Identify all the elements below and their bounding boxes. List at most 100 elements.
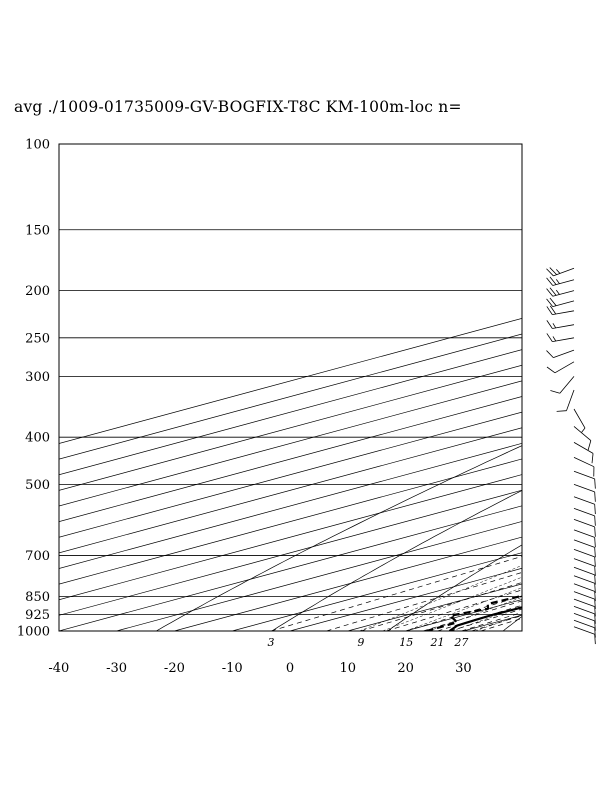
barb-flag	[549, 287, 557, 296]
wind-barb	[546, 276, 575, 286]
wind-barb	[573, 519, 596, 537]
barb-staff	[573, 457, 595, 468]
barb-flag	[546, 366, 556, 374]
barb-staff	[552, 337, 575, 343]
moist-adiabat	[382, 576, 522, 631]
x-tick-label: -10	[222, 661, 243, 676]
barb-flag	[549, 297, 557, 306]
moist-adiabat	[474, 614, 522, 631]
barb-staff	[573, 558, 595, 567]
barb-staff	[573, 426, 592, 441]
y-tick-label: 200	[25, 284, 50, 299]
barb-half-flag	[556, 269, 561, 274]
barb-staff	[573, 496, 595, 505]
barb-staff	[559, 376, 575, 394]
isotherm-line	[59, 474, 522, 601]
barb-flag	[594, 613, 596, 624]
wind-barb	[573, 598, 596, 617]
wind-barb	[573, 484, 596, 502]
wind-barb	[546, 320, 575, 329]
x-tick-label: -40	[48, 661, 69, 676]
barb-staff	[573, 626, 595, 635]
barb-half-flag	[555, 289, 560, 295]
barb-staff	[573, 529, 595, 538]
wind-barb	[573, 426, 592, 451]
isotherm-line	[59, 333, 522, 460]
barb-flag	[594, 634, 596, 645]
mixing-ratio-label: 27	[453, 636, 468, 649]
isotherm-line	[59, 458, 522, 585]
dry-adiabat	[502, 615, 522, 631]
barb-flag	[594, 620, 596, 631]
x-tick-label: -30	[106, 661, 127, 676]
isotherm-line	[521, 630, 522, 631]
barb-flag	[549, 305, 557, 315]
isotherm-line	[59, 349, 522, 476]
barb-flag	[593, 466, 595, 477]
barb-staff	[552, 310, 575, 316]
y-tick-label: 150	[25, 223, 50, 238]
barb-flag	[546, 350, 554, 358]
barb-staff	[573, 549, 595, 558]
barb-staff	[554, 361, 575, 374]
barb-flag	[594, 504, 596, 515]
isotherm-line	[59, 489, 522, 616]
wind-barb	[573, 496, 596, 515]
barb-flag	[549, 276, 557, 285]
barb-flag	[594, 478, 596, 489]
wind-barbs	[546, 267, 596, 645]
barb-staff	[552, 324, 575, 329]
barb-flag	[549, 267, 557, 275]
barb-staff	[552, 300, 575, 307]
x-tick-label: -20	[164, 661, 185, 676]
barb-half-flag	[555, 279, 560, 284]
y-tick-label: 850	[25, 590, 50, 605]
mixing-ratio-label: 21	[429, 636, 444, 649]
mixing-ratio-line	[270, 556, 522, 631]
isotherm-line	[59, 411, 522, 538]
barb-staff	[553, 349, 575, 359]
wind-barb	[573, 575, 596, 594]
isotherm-line	[59, 396, 522, 522]
x-tick-label: 0	[286, 661, 294, 676]
isotherm-line	[116, 521, 522, 631]
barb-flag	[546, 320, 553, 329]
x-tick-label: 20	[397, 661, 414, 676]
wind-barb	[573, 613, 596, 631]
barb-flag	[546, 298, 554, 307]
wind-barb	[573, 606, 596, 624]
barb-staff	[573, 613, 595, 622]
wind-barb	[573, 539, 596, 558]
barb-flag	[550, 390, 560, 394]
barb-staff	[573, 442, 594, 454]
isotherm-line	[232, 552, 522, 631]
barb-staff	[573, 575, 595, 584]
isotherm-line	[463, 614, 522, 631]
mixing-ratio-label: 15	[399, 636, 413, 649]
temperature-profile	[448, 606, 522, 631]
wind-barb	[573, 619, 596, 638]
wind-barb	[573, 591, 596, 609]
barb-flag	[556, 410, 567, 412]
barb-flag	[546, 277, 554, 286]
wind-barb	[546, 297, 575, 307]
barb-flag	[594, 583, 596, 594]
mixing-ratio-label: 9	[357, 636, 364, 649]
wind-barb	[573, 583, 596, 602]
barb-staff	[573, 470, 595, 480]
barb-flag	[594, 591, 596, 602]
barb-staff	[573, 598, 595, 608]
barb-flag	[594, 574, 596, 585]
barb-staff	[553, 267, 575, 277]
barb-staff	[573, 508, 595, 517]
isotherm-line	[59, 505, 522, 631]
dewpoint-profile	[426, 594, 522, 631]
moist-adiabat	[451, 605, 522, 631]
y-tick-label: 500	[25, 478, 50, 493]
wind-barb	[546, 267, 575, 277]
x-tick-label: 10	[340, 661, 357, 676]
wind-barb	[556, 389, 575, 412]
mixing-ratio-line	[461, 612, 522, 631]
isotherm-line	[59, 380, 522, 507]
